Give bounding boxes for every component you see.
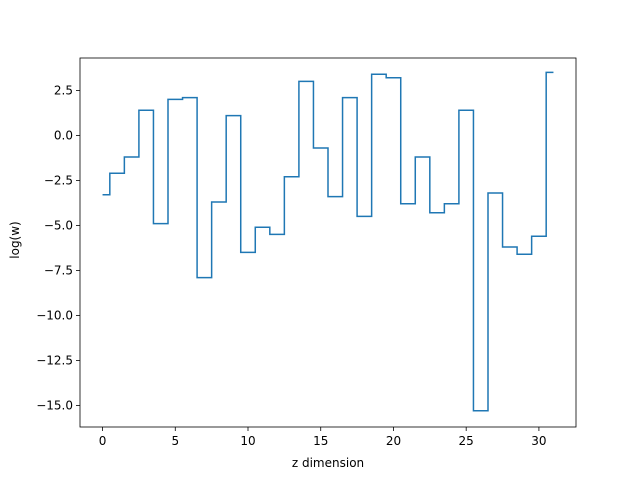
x-tick-label: 15 [313,434,328,448]
x-tick-label: 25 [459,434,474,448]
y-tick-label: −10.0 [36,308,73,322]
x-tick-label: 30 [531,434,546,448]
x-tick-label: 20 [386,434,401,448]
x-tick-label: 10 [240,434,255,448]
y-tick-label: 2.5 [54,83,73,97]
plot-area [102,71,554,412]
y-tick-label: −7.5 [44,263,73,277]
y-tick-label: −12.5 [36,353,73,367]
y-axis-label: log(w) [8,221,22,258]
y-tick-label: −2.5 [44,173,73,187]
x-axis-label: z dimension [292,456,364,470]
y-axis: −15.0 −12.5 −10.0 −7.5 −5.0 −2.5 0.0 2.5 [36,83,80,412]
x-tick-label: 5 [171,434,179,448]
series-line [102,71,554,412]
x-axis: 0 5 10 15 20 25 30 [99,427,547,448]
y-tick-label: −5.0 [44,218,73,232]
y-tick-label: 0.0 [54,128,73,142]
y-tick-label: −15.0 [36,398,73,412]
plot-frame [79,57,577,428]
x-tick-label: 0 [99,434,107,448]
